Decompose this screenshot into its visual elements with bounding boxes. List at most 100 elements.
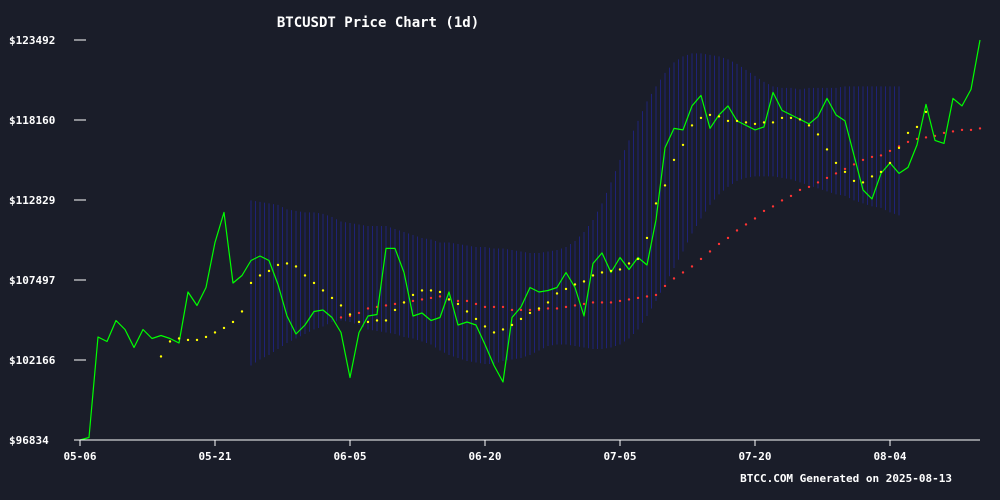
price-series: [79, 39, 981, 441]
ma-long-point: [474, 302, 478, 306]
ma-short-point: [510, 323, 514, 327]
x-tick-label: 07-20: [738, 450, 771, 463]
ma-short-point: [195, 338, 199, 342]
ma-long-point: [636, 296, 640, 300]
ma-short-point: [591, 274, 595, 277]
ma-short-point: [897, 146, 901, 150]
ma-long-point: [753, 217, 757, 220]
ma-short-point: [204, 335, 208, 339]
y-tick-label: $107497: [9, 274, 55, 287]
ma-short-point: [456, 302, 460, 306]
chart-title: BTCUSDT Price Chart (1d): [277, 15, 479, 31]
y-tick-label: $112829: [9, 194, 55, 207]
ma-long-point: [618, 299, 622, 303]
ma-short-point: [402, 301, 406, 304]
ma-short-point: [807, 124, 811, 127]
ma-long-point: [483, 305, 487, 309]
ma-short-point: [213, 331, 217, 334]
ma-long-point: [555, 307, 559, 310]
ma-short-point: [681, 143, 685, 147]
ma-long-point: [762, 209, 766, 213]
ma-long-point: [600, 301, 604, 304]
ma-long-point: [780, 199, 784, 202]
ma-long-point: [789, 194, 793, 198]
ma-short-point: [339, 304, 343, 307]
ma-short-point: [411, 293, 415, 297]
ma-short-point: [879, 170, 883, 174]
ma-long-point: [501, 305, 505, 309]
ma-short-point: [438, 290, 442, 294]
ma-short-point: [474, 317, 478, 321]
ma-short-point: [384, 319, 388, 322]
ma-long-point: [627, 298, 631, 301]
ma-long-point: [735, 229, 739, 232]
x-tick-label: 07-05: [603, 450, 636, 463]
y-tick-label: $123492: [9, 34, 55, 47]
ma-short-point: [546, 301, 550, 304]
ma-short-point: [276, 263, 280, 267]
ma-short-point: [582, 280, 586, 283]
ma-short-point: [852, 179, 856, 183]
x-tick-label: 08-04: [873, 450, 906, 463]
ma-long-point: [744, 223, 748, 226]
ma-long-point: [456, 299, 460, 303]
ma-short-point: [564, 287, 568, 291]
ma-short-point: [555, 292, 559, 295]
ma-long-point: [465, 299, 469, 303]
ma-long-point: [609, 301, 613, 304]
x-tick-label: 06-20: [468, 450, 501, 463]
ma-short-point: [708, 113, 712, 117]
axes: $96834 $102166 $107497 $112829 $118160 $12349…: [9, 34, 980, 463]
y-tick-label: $96834: [9, 434, 49, 447]
y-tick-label: $102166: [9, 354, 56, 367]
ma-long-point: [879, 154, 883, 157]
ma-short-point: [627, 262, 631, 265]
ma-short-point: [528, 311, 532, 315]
ma-short-point: [645, 236, 649, 240]
bollinger-band: [250, 53, 900, 366]
ma-short-point: [798, 118, 802, 121]
ma-short-point: [654, 202, 658, 205]
ma-long-point: [672, 277, 676, 280]
ma-short-point: [609, 269, 613, 273]
ma-long-point: [690, 265, 694, 268]
ma-long-point: [654, 293, 658, 297]
ma-long-point: [807, 185, 811, 189]
ma-long-point: [339, 316, 343, 319]
ma-long-point: [582, 302, 586, 306]
ma-short-point: [663, 184, 667, 187]
ma-short-point: [861, 181, 865, 184]
ma-long-point: [726, 236, 730, 240]
ma-short-point: [240, 310, 244, 313]
ma-long-point: [924, 136, 928, 139]
ma-short-point: [744, 121, 748, 124]
ma-short-point: [870, 175, 874, 178]
ma-short-point: [303, 274, 307, 277]
ma-short-point: [375, 319, 379, 322]
ma-long-point: [528, 308, 532, 312]
ma-short-point: [186, 338, 190, 342]
ma-short-series: [159, 110, 928, 358]
ma-short-point: [231, 320, 235, 324]
ma-long-point: [429, 296, 433, 300]
x-tick-label: 05-21: [198, 450, 231, 463]
ma-short-point: [780, 116, 784, 120]
ma-long-point: [681, 271, 685, 274]
ma-short-point: [636, 257, 640, 261]
ma-short-point: [888, 161, 892, 165]
ma-short-point: [672, 158, 676, 162]
ma-long-point: [411, 299, 415, 303]
ma-short-point: [717, 115, 721, 118]
price-line: [79, 39, 981, 441]
ma-short-point: [159, 355, 163, 358]
ma-short-point: [771, 121, 775, 124]
ma-short-point: [330, 296, 334, 300]
y-tick-label: $118160: [9, 114, 55, 127]
ma-long-point: [978, 127, 982, 130]
ma-long-point: [591, 301, 595, 304]
ma-short-point: [618, 268, 622, 271]
ma-short-point: [249, 281, 253, 285]
ma-short-point: [735, 119, 739, 123]
ma-long-point: [870, 155, 874, 159]
